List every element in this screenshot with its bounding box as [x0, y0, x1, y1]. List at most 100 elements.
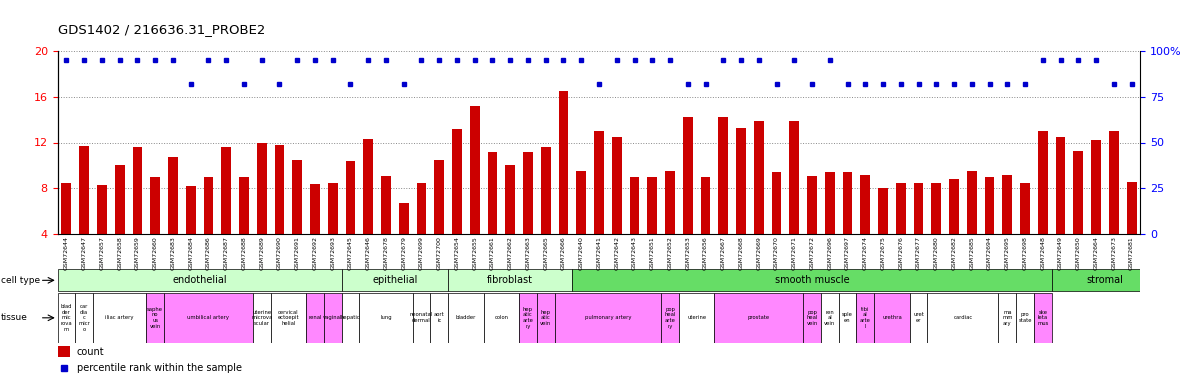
Text: cell type: cell type	[1, 276, 41, 285]
Bar	[417, 183, 426, 234]
Bar	[363, 139, 373, 234]
Bar	[807, 176, 817, 234]
Text: GSM72676: GSM72676	[898, 236, 903, 270]
Text: pop
heal
vein: pop heal vein	[806, 309, 818, 326]
Text: GSM72678: GSM72678	[383, 236, 388, 270]
Text: uterine: uterine	[688, 315, 706, 320]
Text: pro
state: pro state	[1018, 312, 1031, 323]
Bar	[573, 269, 1052, 291]
Bar	[1109, 131, 1119, 234]
Text: cervical
ectoepit
helial: cervical ectoepit helial	[278, 309, 300, 326]
Bar	[857, 293, 875, 343]
Bar	[61, 183, 71, 234]
Text: colon: colon	[495, 315, 508, 320]
Text: GSM72673: GSM72673	[1112, 236, 1117, 270]
Bar	[612, 137, 622, 234]
Text: GDS1402 / 216636.31_PROBE2: GDS1402 / 216636.31_PROBE2	[58, 23, 265, 36]
Bar	[842, 172, 853, 234]
Bar	[927, 293, 998, 343]
Bar	[452, 129, 462, 234]
Bar	[914, 183, 924, 234]
Text: GSM72689: GSM72689	[259, 236, 265, 270]
Text: GSM72695: GSM72695	[1005, 236, 1010, 270]
Bar	[240, 177, 249, 234]
Bar	[75, 293, 93, 343]
Text: ske
leta
mus: ske leta mus	[1037, 309, 1048, 326]
Text: fibroblast: fibroblast	[488, 275, 533, 285]
Text: GSM72666: GSM72666	[561, 236, 565, 270]
Bar	[985, 177, 994, 234]
Text: GSM72668: GSM72668	[738, 236, 744, 270]
Text: aort
ic: aort ic	[434, 312, 444, 323]
Text: GSM72693: GSM72693	[331, 236, 335, 270]
Bar	[470, 106, 479, 234]
Bar	[310, 184, 320, 234]
Text: tibi
al
arte
l: tibi al arte l	[860, 307, 871, 329]
Bar	[341, 293, 359, 343]
Text: blad
der
mic
rova
m: blad der mic rova m	[61, 304, 72, 332]
Text: GSM72692: GSM72692	[313, 236, 317, 270]
Bar	[789, 121, 799, 234]
Bar	[860, 175, 870, 234]
Text: GSM72645: GSM72645	[347, 236, 353, 270]
Text: GSM72654: GSM72654	[454, 236, 460, 270]
Bar	[97, 185, 107, 234]
Bar	[256, 142, 267, 234]
Text: hep
atic
vein: hep atic vein	[540, 309, 551, 326]
Bar	[661, 293, 679, 343]
Bar	[79, 146, 89, 234]
Text: tissue: tissue	[1, 314, 28, 322]
Text: percentile rank within the sample: percentile rank within the sample	[77, 363, 242, 373]
Bar	[1127, 182, 1137, 234]
Bar	[253, 293, 271, 343]
Bar	[345, 161, 356, 234]
Text: GSM72642: GSM72642	[615, 236, 619, 270]
Text: bladder: bladder	[455, 315, 476, 320]
Text: renal: renal	[308, 315, 322, 320]
Bar	[274, 145, 284, 234]
Text: GSM72656: GSM72656	[703, 236, 708, 270]
Text: GSM72683: GSM72683	[170, 236, 175, 270]
Bar	[381, 176, 391, 234]
Text: iliac artery: iliac artery	[105, 315, 134, 320]
Bar	[647, 177, 658, 234]
Text: GSM72680: GSM72680	[933, 236, 939, 270]
Text: ma
mm
ary: ma mm ary	[1002, 309, 1012, 326]
Text: sple
en: sple en	[842, 312, 853, 323]
Text: GSM72686: GSM72686	[206, 236, 211, 270]
Bar	[1091, 140, 1101, 234]
Text: uret
er: uret er	[913, 312, 924, 323]
Bar	[328, 183, 338, 234]
Bar	[967, 171, 976, 234]
Bar	[875, 293, 909, 343]
Bar	[558, 91, 568, 234]
Bar	[186, 186, 195, 234]
Text: GSM72643: GSM72643	[633, 236, 637, 270]
Bar	[204, 177, 213, 234]
Text: GSM72677: GSM72677	[916, 236, 921, 270]
Text: hep
atic
arte
ry: hep atic arte ry	[522, 307, 533, 329]
Bar	[1021, 183, 1030, 234]
Bar	[323, 293, 341, 343]
Bar	[484, 293, 519, 343]
Text: GSM72688: GSM72688	[242, 236, 247, 270]
Bar	[839, 293, 857, 343]
Bar	[1052, 269, 1158, 291]
Text: GSM72664: GSM72664	[1094, 236, 1099, 270]
Bar	[412, 293, 430, 343]
Text: GSM72641: GSM72641	[597, 236, 601, 270]
Bar	[821, 293, 839, 343]
Text: GSM72667: GSM72667	[721, 236, 726, 270]
Bar	[803, 293, 821, 343]
Text: GSM72660: GSM72660	[152, 236, 158, 270]
Bar	[488, 152, 497, 234]
Bar	[736, 128, 746, 234]
Bar	[150, 177, 161, 234]
Text: GSM72672: GSM72672	[810, 236, 815, 270]
Text: car
dia
c
micr
o: car dia c micr o	[78, 304, 90, 332]
Bar	[683, 117, 692, 234]
Bar	[998, 293, 1016, 343]
Text: GSM72647: GSM72647	[81, 236, 86, 270]
Bar	[719, 117, 728, 234]
Bar	[1003, 175, 1012, 234]
